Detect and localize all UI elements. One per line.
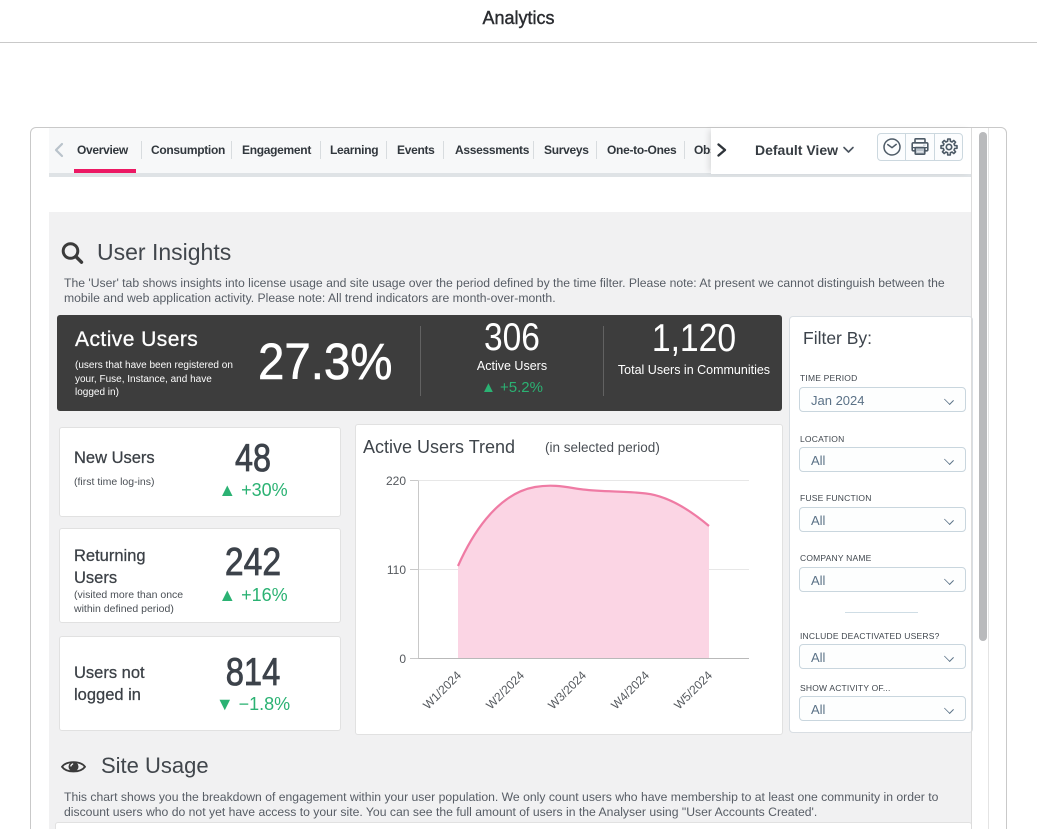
svg-text:220: 220 xyxy=(386,474,406,488)
svg-text:W3/2024: W3/2024 xyxy=(545,668,589,712)
svg-text:110: 110 xyxy=(387,563,406,577)
svg-text:0: 0 xyxy=(399,652,406,666)
svg-text:W4/2024: W4/2024 xyxy=(608,668,652,712)
svg-text:W5/2024: W5/2024 xyxy=(671,668,715,712)
svg-text:W2/2024: W2/2024 xyxy=(483,668,527,712)
svg-text:W1/2024: W1/2024 xyxy=(420,668,464,712)
